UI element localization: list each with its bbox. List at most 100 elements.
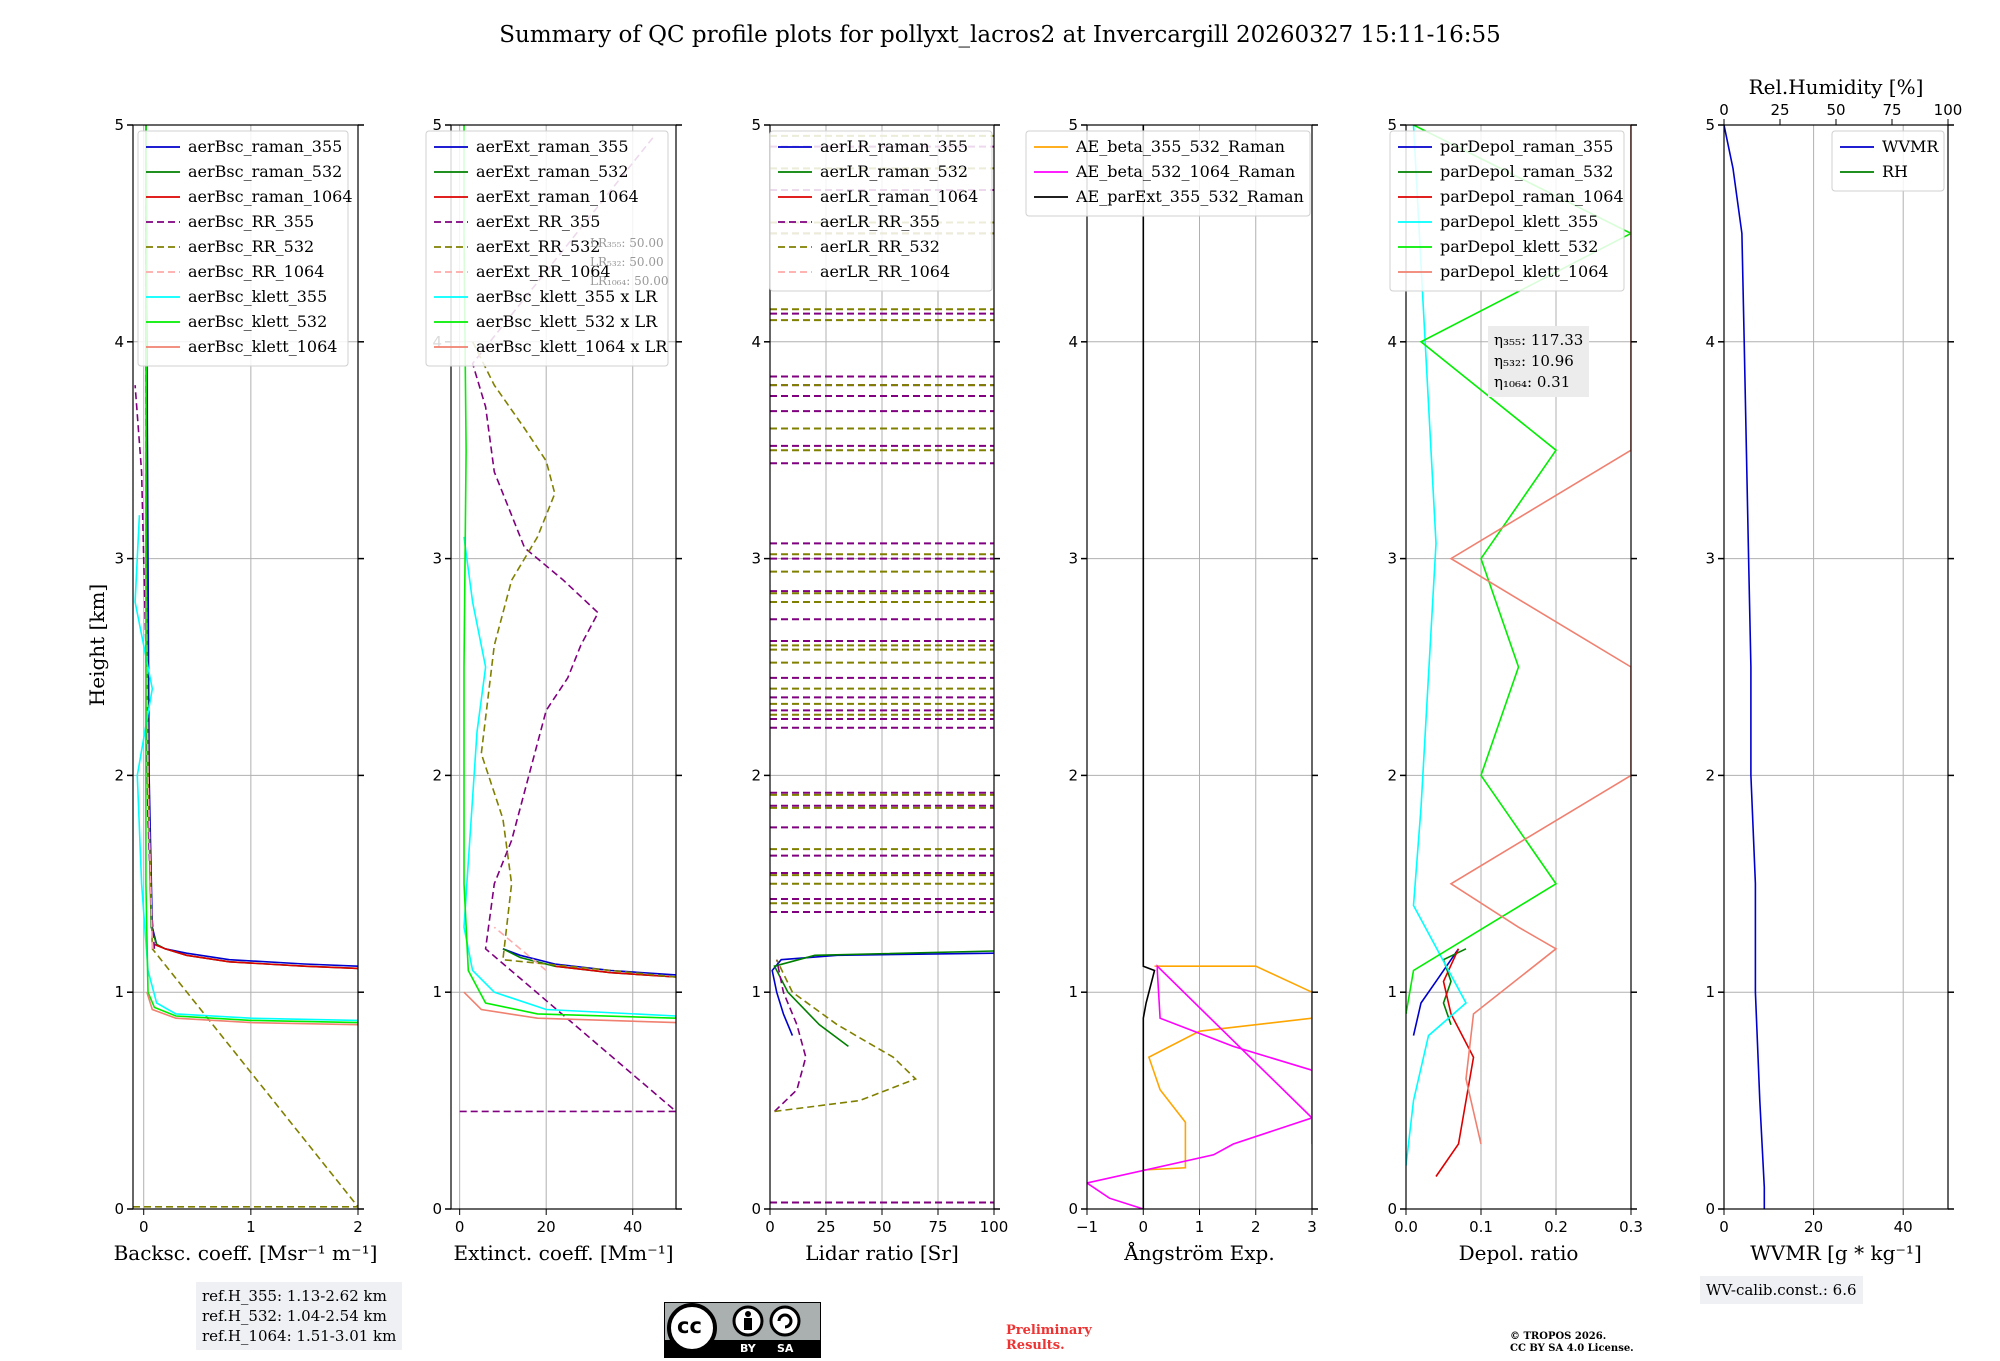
depol-eta-box: η₃₅₅: 117.33 η₅₃₂: 10.96 η₁₀₆₄: 0.31 (1488, 326, 1590, 397)
legend-entry: aerBsc_RR_355 (188, 212, 314, 231)
lr-355-label: LR₃₅₅: 50.00 (590, 236, 664, 250)
x-tick-label: 75 (928, 1218, 947, 1236)
series-aerlr-rr-532 (774, 959, 918, 1113)
ref-h-355: ref.H_355: 1.13-2.62 km (202, 1287, 387, 1305)
y-tick-label: 2 (751, 766, 761, 784)
reference-height-box: ref.H_355: 1.13-2.62 km ref.H_532: 1.04-… (196, 1282, 403, 1350)
x-tick-label: 0.0 (1394, 1218, 1418, 1236)
series-aerext-rr-355 (459, 135, 676, 1113)
y-tick-label: 1 (432, 983, 442, 1001)
legend-entry: parDepol_klett_355 (1440, 212, 1598, 231)
legend-entry: aerLR_raman_532 (820, 162, 968, 181)
panel-1: 0 1 2 0 1 2 3 4 5 Backsc. coeff. [Msr⁻¹ m⁻¹] aerBs… (114, 116, 378, 1265)
copyright-note: © TROPOS 2026. CC BY SA 4.0 License. (1510, 1331, 1634, 1355)
legend-box (425, 130, 669, 367)
y-tick-label: 3 (1068, 550, 1078, 568)
legend-entry: aerBsc_klett_532 x LR (476, 312, 658, 331)
x-axis-label: Extinct. coeff. [Mm⁻¹] (453, 1241, 673, 1265)
legend-entry: aerBsc_RR_1064 (188, 262, 324, 281)
legend-entry: aerExt_raman_1064 (476, 187, 639, 206)
cc-by-sa-badge: cc BY SA (664, 1302, 821, 1358)
x2-tick-label: 25 (1770, 101, 1789, 119)
legend-entry: aerLR_raman_1064 (820, 187, 978, 206)
lr-1064-label: LR₁₀₆₄: 50.00 (590, 274, 669, 288)
y-tick-label: 1 (1068, 983, 1078, 1001)
y-tick-label: 4 (751, 333, 761, 351)
y-tick-label: 4 (1068, 333, 1078, 351)
y-tick-label: 3 (1387, 550, 1397, 568)
series-ae-beta-532-1064-raman (1087, 964, 1312, 1209)
series-pardepol-raman-355 (1412, 948, 1460, 1036)
x-tick-label: 0.1 (1469, 1218, 1493, 1236)
series-ae-parext-355-532-raman (1142, 125, 1156, 1209)
eta-1064: η₁₀₆₄: 0.31 (1494, 373, 1571, 391)
copyright-line-2: CC BY SA 4.0 License. (1510, 1343, 1634, 1354)
legend: parDepol_raman_355 parDepol_raman_532 parD… (1389, 130, 1625, 292)
shared-y-label: Height [km] (85, 583, 109, 707)
x-axis-label: Ångström Exp. (1123, 1240, 1274, 1265)
legend-entry: aerBsc_klett_532 (188, 312, 327, 331)
series-wvmr (1724, 125, 1766, 1209)
x-axis-label: WVMR [g * kg⁻¹] (1750, 1241, 1922, 1265)
x-tick-label: −1 (1076, 1218, 1098, 1236)
x-tick-label: 50 (872, 1218, 891, 1236)
series-aerbsc-rr-1064 (145, 558, 154, 949)
figure-title: Summary of QC profile plots for pollyxt_… (499, 22, 1501, 48)
series-ae-beta-355-532-raman (1143, 965, 1312, 1171)
x-tick-label: 0 (765, 1218, 775, 1236)
ref-h-532: ref.H_532: 1.04-2.54 km (202, 1307, 387, 1325)
by-label: BY (740, 1342, 756, 1355)
legend: AE_beta_355_532_Raman AE_beta_532_1064_Ra… (1025, 130, 1311, 217)
panel-3: 0 25 50 75 100 0 1 2 3 4 5 Lidar ratio [Sr] aerLR_ra… (751, 116, 1008, 1265)
y-tick-label: 1 (1387, 983, 1397, 1001)
x-tick-label: 0 (1138, 1218, 1148, 1236)
legend-box (137, 130, 349, 367)
x-tick-label: 2 (1251, 1218, 1261, 1236)
y-tick-label: 0 (751, 1200, 761, 1218)
legend-entry: aerBsc_klett_355 x LR (476, 287, 658, 306)
series-pardepol-raman-532 (1442, 948, 1467, 1025)
series-aerlr-rr-355 (773, 959, 807, 1112)
preliminary-note: Preliminary Results. (1006, 1323, 1092, 1353)
legend-entry: parDepol_raman_532 (1440, 162, 1613, 181)
legend-entry: aerExt_RR_355 (476, 212, 600, 231)
x-tick-label: 3 (1307, 1218, 1317, 1236)
x-tick-label: 40 (623, 1218, 642, 1236)
legend-entry: WVMR (1882, 137, 1939, 156)
y-tick-label: 5 (751, 116, 761, 134)
y-tick-label: 2 (1068, 766, 1078, 784)
y-tick-label: 2 (1387, 766, 1397, 784)
legend-box (769, 130, 993, 292)
axes-frame (1405, 124, 1632, 1210)
y-tick-label: 4 (1387, 333, 1397, 351)
sa-label: SA (777, 1342, 794, 1355)
legend-entry: aerLR_RR_1064 (820, 262, 950, 281)
legend: aerLR_raman_355 aerLR_raman_532 aerLR_rama… (769, 130, 993, 292)
x-axis-label: Depol. ratio (1459, 1241, 1579, 1265)
x-tick-label: 25 (816, 1218, 835, 1236)
y-tick-label: 2 (432, 766, 442, 784)
x2-tick-label: 0 (1719, 101, 1729, 119)
x-tick-label: 20 (1804, 1218, 1823, 1236)
y-tick-label: 5 (114, 116, 124, 134)
series-aerbsc-klett-1064 (146, 991, 358, 1026)
legend-entry: parDepol_klett_1064 (1440, 262, 1609, 281)
x-tick-label: 0 (455, 1218, 465, 1236)
series-aerbsc-raman-1064 (154, 943, 358, 970)
legend-entry: aerBsc_klett_1064 (188, 337, 337, 356)
legend-box (1389, 130, 1625, 292)
x-tick-label: 1 (1195, 1218, 1205, 1236)
legend-entry: aerLR_RR_355 (820, 212, 940, 231)
preliminary-line-2: Results. (1006, 1338, 1065, 1353)
y-tick-label: 0 (432, 1200, 442, 1218)
y-tick-label: 3 (114, 550, 124, 568)
series-aerbsc-klett-1064-x-lr (463, 991, 676, 1024)
panel-5: 0.0 0.1 0.2 0.3 0 1 2 3 4 5 Depol. ratio parDepol_r… (1387, 116, 1642, 1265)
series-pardepol-klett-1064 (1449, 125, 1631, 1145)
x-tick-label: 0.2 (1544, 1218, 1568, 1236)
y-tick-label: 0 (114, 1200, 124, 1218)
axes-frame (132, 124, 359, 1210)
wv-calib-const: WV-calib.const.: 6.6 (1706, 1281, 1857, 1299)
x-tick-label: 1 (246, 1218, 256, 1236)
